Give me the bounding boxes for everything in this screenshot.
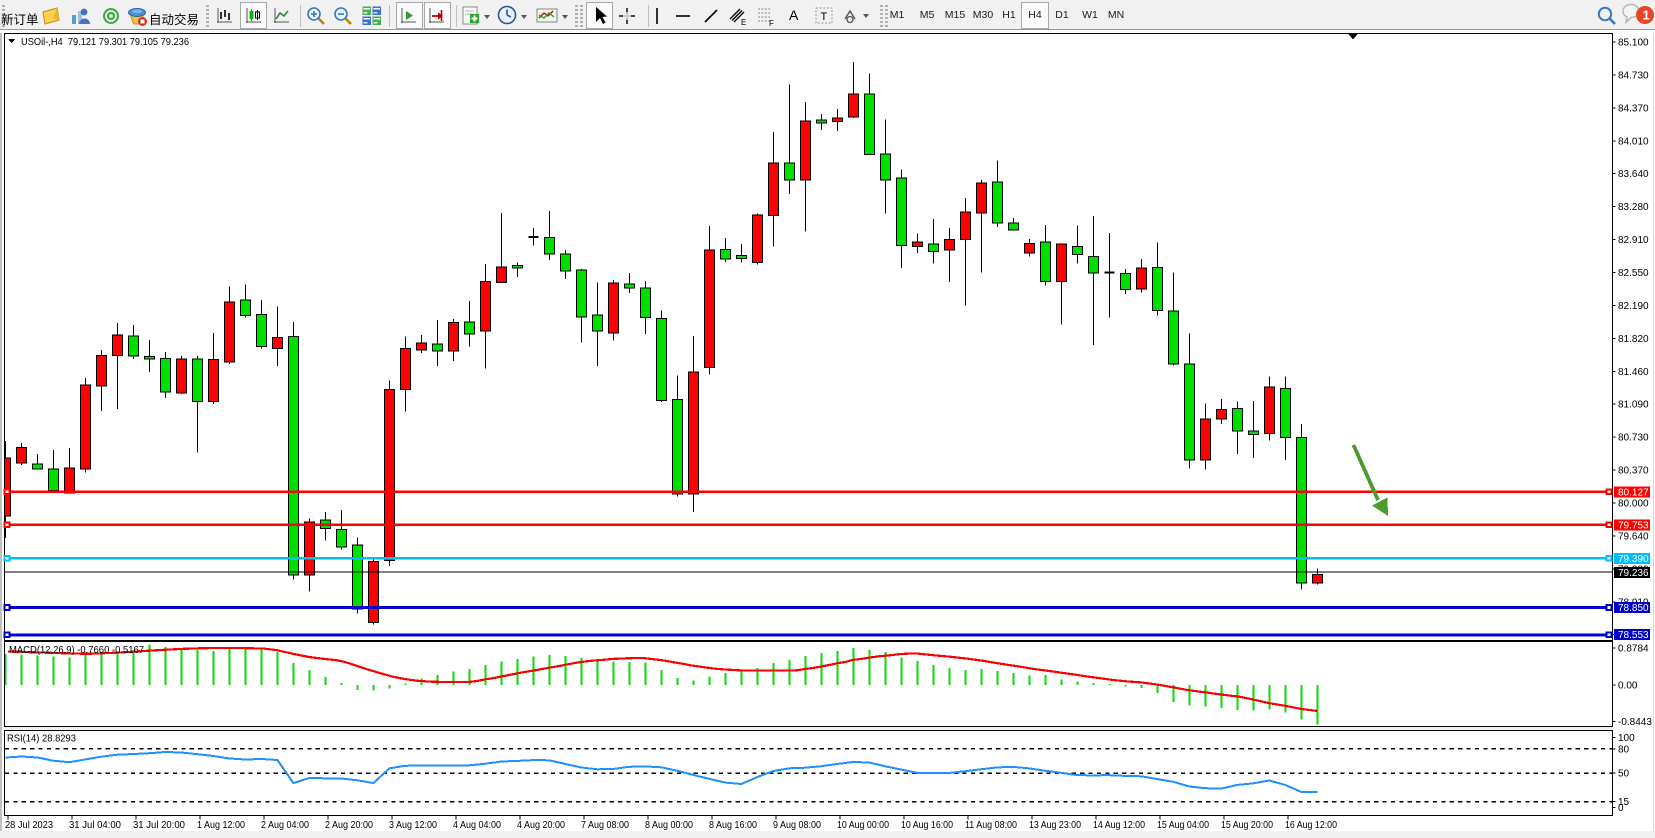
- svg-text:82.550: 82.550: [1618, 268, 1649, 279]
- svg-text:T: T: [821, 11, 828, 23]
- svg-text:10 Aug 00:00: 10 Aug 00:00: [837, 819, 889, 831]
- svg-text:84.730: 84.730: [1618, 70, 1649, 81]
- svg-text:80.127: 80.127: [1618, 487, 1649, 498]
- svg-text:79.753: 79.753: [1618, 520, 1649, 531]
- svg-text:4 Aug 04:00: 4 Aug 04:00: [453, 819, 501, 831]
- svg-text:11 Aug 08:00: 11 Aug 08:00: [965, 819, 1017, 831]
- svg-text:80: 80: [1618, 745, 1630, 756]
- svg-text:82.910: 82.910: [1618, 235, 1649, 246]
- svg-text:9 Aug 08:00: 9 Aug 08:00: [773, 819, 821, 831]
- svg-text:80.370: 80.370: [1618, 466, 1649, 477]
- svg-text:USOil-,H4 79.121 79.301 79.10: USOil-,H4 79.121 79.301 79.105 79.236: [21, 36, 189, 48]
- svg-text:83.280: 83.280: [1618, 202, 1649, 213]
- svg-text:15: 15: [1618, 797, 1630, 808]
- svg-text:7 Aug 08:00: 7 Aug 08:00: [581, 819, 629, 831]
- svg-text:MACD(12,26,9) -0.7660 -0.5167: MACD(12,26,9) -0.7660 -0.5167: [9, 644, 144, 656]
- svg-text:31 Jul 04:00: 31 Jul 04:00: [69, 819, 121, 831]
- svg-text:8 Aug 16:00: 8 Aug 16:00: [709, 819, 757, 831]
- svg-text:28 Jul 2023: 28 Jul 2023: [5, 819, 53, 831]
- svg-text:79.390: 79.390: [1618, 554, 1649, 565]
- svg-text:4 Aug 20:00: 4 Aug 20:00: [517, 819, 565, 831]
- svg-text:100: 100: [1618, 733, 1635, 744]
- svg-text:8 Aug 00:00: 8 Aug 00:00: [645, 819, 693, 831]
- svg-text:85.100: 85.100: [1618, 38, 1649, 49]
- svg-text:14 Aug 12:00: 14 Aug 12:00: [1093, 819, 1145, 831]
- svg-text:2 Aug 20:00: 2 Aug 20:00: [325, 819, 373, 831]
- svg-text:81.460: 81.460: [1618, 367, 1649, 378]
- svg-text:83.640: 83.640: [1618, 169, 1649, 180]
- svg-text:50: 50: [1618, 769, 1630, 780]
- svg-text:79.236: 79.236: [1618, 568, 1649, 579]
- svg-text:1 Aug 12:00: 1 Aug 12:00: [197, 819, 245, 831]
- svg-text:84.370: 84.370: [1618, 103, 1649, 114]
- svg-text:1: 1: [1643, 8, 1650, 23]
- svg-text:78.553: 78.553: [1618, 630, 1649, 641]
- svg-text:10 Aug 16:00: 10 Aug 16:00: [901, 819, 953, 831]
- svg-text:13 Aug 23:00: 13 Aug 23:00: [1029, 819, 1081, 831]
- svg-text:80.000: 80.000: [1618, 499, 1649, 510]
- svg-text:16 Aug 12:00: 16 Aug 12:00: [1285, 819, 1337, 831]
- svg-text:0.00: 0.00: [1618, 681, 1638, 692]
- svg-text:E: E: [741, 18, 746, 27]
- svg-text:81.820: 81.820: [1618, 334, 1649, 345]
- svg-text:15 Aug 20:00: 15 Aug 20:00: [1221, 819, 1273, 831]
- svg-text:15 Aug 04:00: 15 Aug 04:00: [1157, 819, 1209, 831]
- svg-text:3 Aug 12:00: 3 Aug 12:00: [389, 819, 437, 831]
- svg-text:RSI(14) 28.8293: RSI(14) 28.8293: [7, 733, 76, 745]
- svg-text:-0.8443: -0.8443: [1618, 717, 1652, 728]
- svg-text:F: F: [769, 19, 774, 27]
- svg-text:78.850: 78.850: [1618, 603, 1649, 614]
- svg-text:0: 0: [1618, 803, 1624, 814]
- svg-text:81.090: 81.090: [1618, 400, 1649, 411]
- svg-text:84.010: 84.010: [1618, 136, 1649, 147]
- svg-text:31 Jul 20:00: 31 Jul 20:00: [133, 819, 185, 831]
- svg-text:82.190: 82.190: [1618, 301, 1649, 312]
- svg-text:0.8784: 0.8784: [1618, 644, 1649, 655]
- svg-text:79.640: 79.640: [1618, 532, 1649, 543]
- svg-text:2 Aug 04:00: 2 Aug 04:00: [261, 819, 309, 831]
- svg-text:80.730: 80.730: [1618, 433, 1649, 444]
